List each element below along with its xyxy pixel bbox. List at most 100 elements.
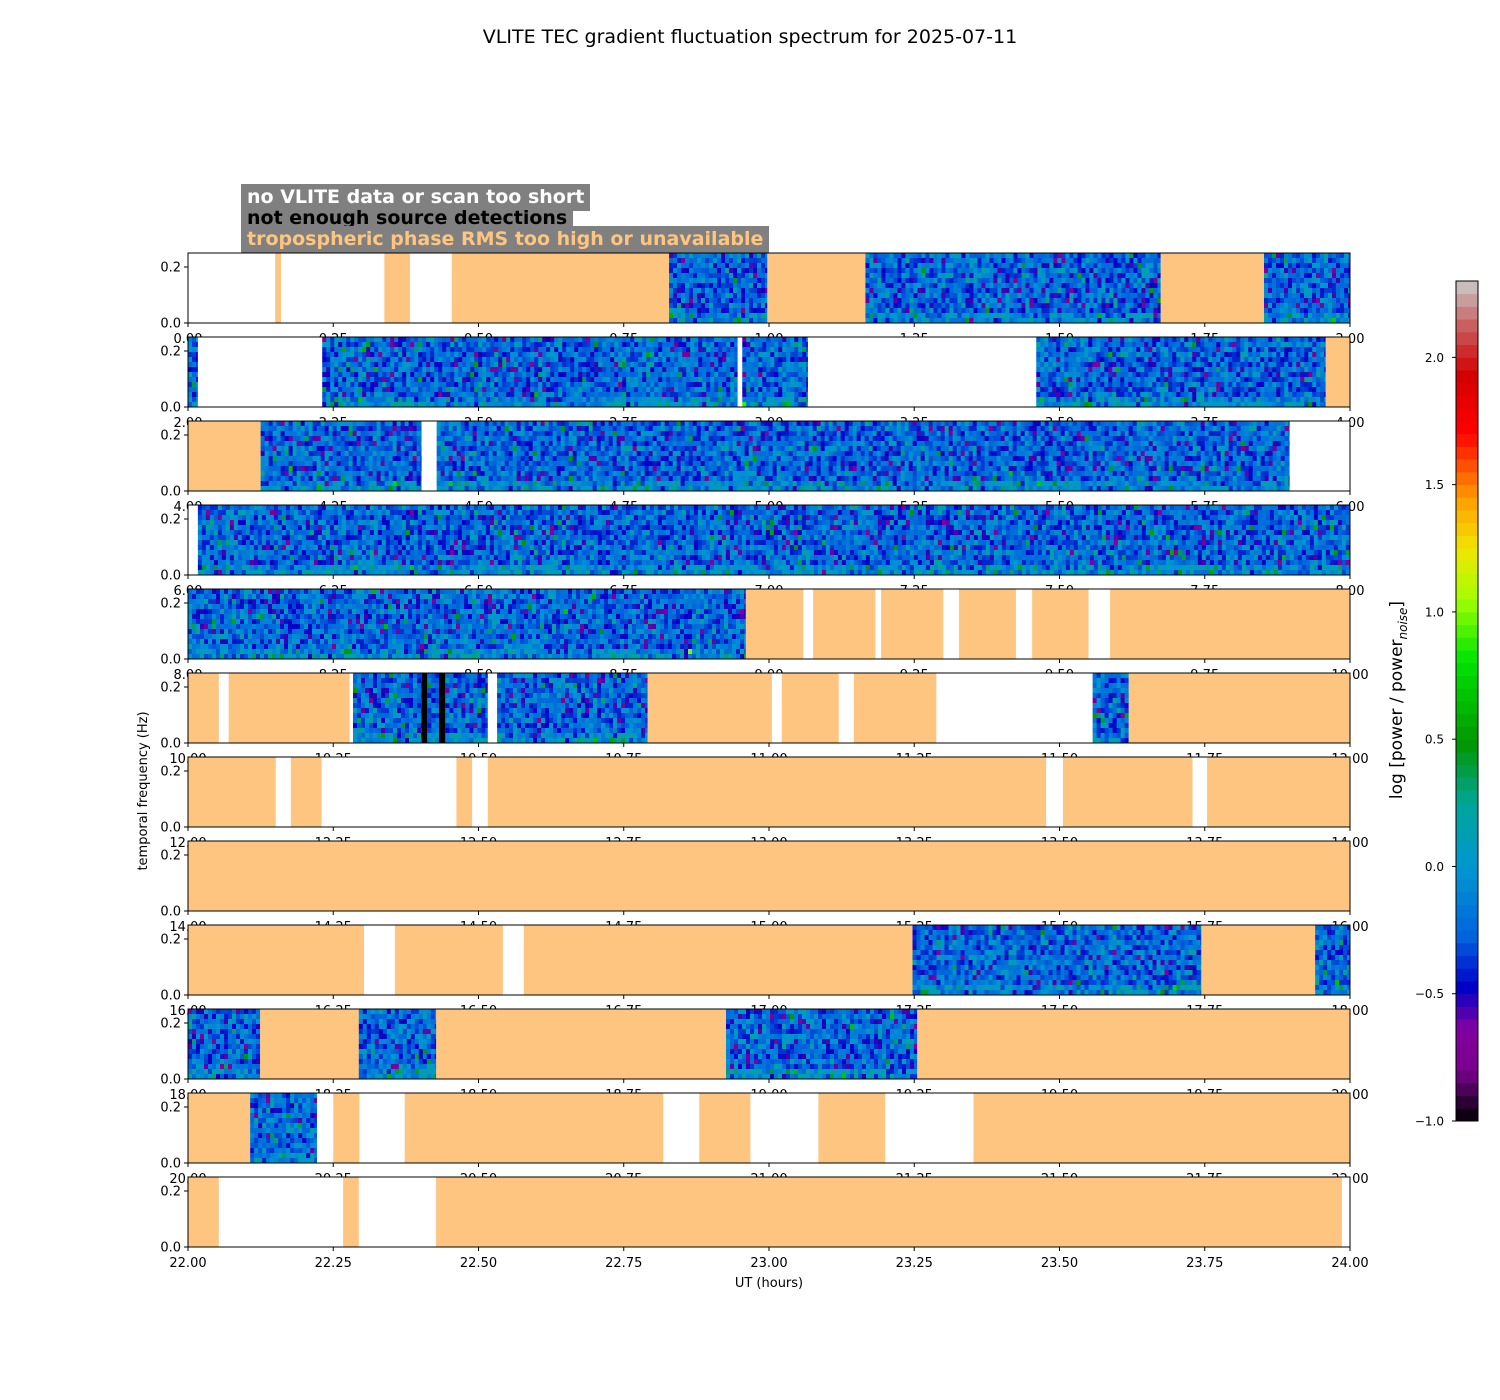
no-data-region [1016,589,1032,659]
colorbar-band [1456,968,1478,981]
tropo-flag-region [188,925,364,995]
tropo-flag-region [881,589,943,659]
no-data-region [188,505,198,575]
colorbar-band [1456,879,1478,892]
tropo-flag-region [188,421,261,491]
spectrum-data-block [726,1009,918,1079]
y-tick-label: 0.2 [160,1017,181,1032]
colorbar-band [1456,421,1478,434]
tropo-flag-region [1129,673,1351,743]
no-data-region [936,673,1092,743]
spectrum-data-block [1036,337,1326,407]
spectrum-data-block [1315,925,1350,995]
x-axis-label: UT (hours) [735,1276,803,1291]
tropo-flag-region [648,673,773,743]
no-data-region [943,589,959,659]
colorbar-band [1456,1096,1478,1109]
colorbar-band [1456,370,1478,383]
spectrum-data-block [1264,253,1350,323]
colorbar-band [1456,828,1478,841]
x-tick-label: 23.50 [1041,1256,1078,1271]
tropo-flag-region [1110,589,1350,659]
colorbar-band [1456,803,1478,816]
tropo-flag-region [260,1009,359,1079]
colorbar-band [1456,548,1478,561]
x-tick-label: 23.75 [1186,1256,1223,1271]
colorbar-band [1456,1108,1478,1121]
no-data-region [663,1093,699,1163]
y-tick-label: 0.0 [160,821,181,836]
no-data-region [488,673,497,743]
no-data-region [410,253,452,323]
tropo-flag-region [1032,589,1089,659]
tropo-flag-region [188,841,1350,911]
panel-3: 0.00.24.004.254.504.755.005.255.505.756.… [160,421,1364,515]
no-data-region [364,925,395,995]
colorbar-tick-label: 2.0 [1425,351,1444,365]
colorbar-band [1456,1057,1478,1070]
no-data-region [422,421,437,491]
y-tick-label: 0.2 [160,1101,181,1116]
tropo-flag-region [818,1093,885,1163]
colorbar-band [1456,536,1478,549]
tropo-flag-region [524,925,913,995]
tropo-flag-region [188,1177,219,1247]
no-data-region [808,337,1036,407]
spectrum-data-block [250,1093,317,1163]
y-tick-label: 0.0 [160,737,181,752]
colorbar-tick-label: 0.0 [1425,860,1444,874]
spectrum-data-block [1093,673,1129,743]
colorbar-band [1456,765,1478,778]
y-tick-label: 0.2 [160,849,181,864]
panel-2: 0.00.22.002.252.502.753.003.253.503.754.… [160,337,1364,431]
spectrum-data-block [427,673,439,743]
panel-8: 0.00.214.0014.2514.5014.7515.0015.2515.5… [160,841,1368,935]
colorbar-band [1456,383,1478,396]
no-data-region [350,673,353,743]
no-data-region [1342,1177,1350,1247]
colorbar-band [1456,930,1478,943]
y-tick-label: 0.2 [160,681,181,696]
x-tick-label: 24.00 [1331,1256,1368,1271]
spectrum-figure: 0.00.20.000.250.500.751.001.251.501.752.… [0,0,1500,1400]
colorbar-band [1456,472,1478,485]
colorbar-band [1456,396,1478,409]
spectrum-data-block [188,337,198,407]
x-tick-label: 23.25 [896,1256,933,1271]
no-data-region [1193,757,1208,827]
colorbar-label: log [power / powernoise] [1387,601,1410,799]
colorbar-band [1456,956,1478,969]
colorbar-band [1456,446,1478,459]
y-tick-label: 0.2 [160,1185,181,1200]
colorbar-band [1456,714,1478,727]
colorbar-band [1456,612,1478,625]
no-data-region [198,337,322,407]
tropo-flag-region [1063,757,1193,827]
colorbar-band [1456,306,1478,319]
colorbar-band [1456,688,1478,701]
x-tick-label: 22.50 [460,1256,497,1271]
no-data-region [1046,757,1063,827]
tropo-flag-region [917,1009,1350,1079]
y-tick-label: 0.0 [160,1073,181,1088]
spectrum-data-block [437,421,1290,491]
y-tick-label: 0.0 [160,317,181,332]
y-tick-label: 0.0 [160,905,181,920]
tropo-flag-region [395,925,503,995]
spectrum-data-block [497,673,648,743]
colorbar-band [1456,485,1478,498]
panel-9: 0.00.216.0016.2516.5016.7517.0017.2517.5… [160,925,1368,1019]
spectrum-data-block [353,673,422,743]
no-data-region [317,1093,333,1163]
colorbar-band [1456,637,1478,650]
colorbar-band [1456,701,1478,714]
y-tick-label: 0.0 [160,569,181,584]
tropo-flag-region [854,673,937,743]
colorbar-band [1456,739,1478,752]
y-tick-label: 0.0 [160,401,181,416]
colorbar-tick-label: −1.0 [1415,1115,1444,1129]
no-data-region [738,337,743,407]
colorbar-band [1456,841,1478,854]
y-tick-label: 0.2 [160,345,181,360]
panel-4: 0.00.26.006.256.506.757.007.257.507.758.… [160,505,1364,599]
